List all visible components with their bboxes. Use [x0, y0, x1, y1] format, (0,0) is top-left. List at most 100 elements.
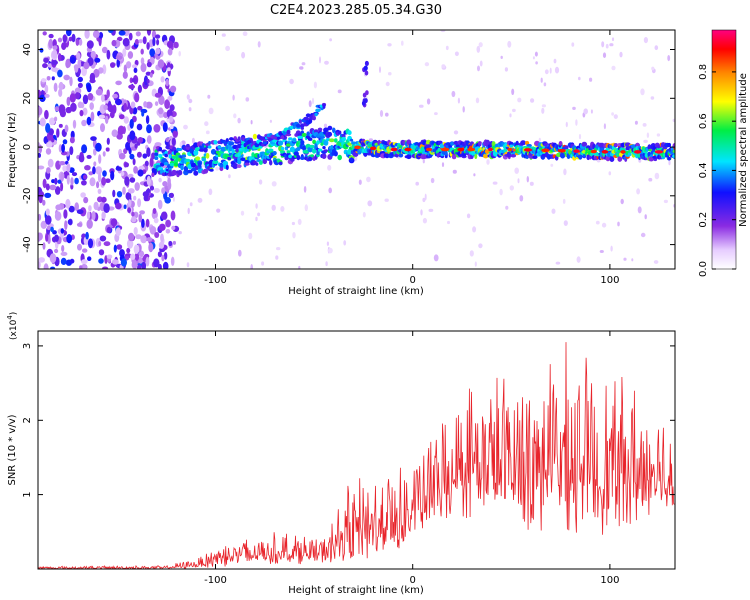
spectrogram-cell: [166, 118, 170, 123]
spectrogram-cell: [385, 112, 389, 117]
spectrogram-cell: [145, 256, 150, 267]
spectrogram-cell: [42, 63, 48, 69]
spectrogram-cell: [60, 172, 64, 182]
spectrogram-cell: [668, 160, 671, 166]
spectrogram-cell: [134, 39, 139, 45]
spectrogram-cell: [130, 253, 136, 260]
spectrogram-cell: [301, 62, 306, 66]
spectrogram-cell: [128, 84, 136, 90]
spectrogram-cell: [103, 104, 108, 110]
spectrogram-cell: [134, 92, 140, 103]
spectrogram-cell: [64, 124, 69, 133]
spectrogram-cell: [118, 153, 126, 160]
spectrogram-cell: [271, 204, 276, 211]
spectrogram-cell: [51, 67, 58, 72]
spectrogram-cell: [122, 37, 130, 47]
spectrogram-cell: [62, 165, 68, 172]
snr-y-exponent: 4: [6, 315, 14, 320]
spectrogram-cell: [453, 140, 459, 145]
spectrogram-cell: [164, 99, 171, 110]
spectrogram-cell: [149, 48, 156, 57]
spectrogram-cell: [49, 117, 56, 126]
spectrogram-cell: [237, 117, 241, 124]
spectrogram-cell: [101, 94, 105, 103]
spectrogram-cell: [368, 138, 373, 142]
spectrogram-cell: [364, 60, 369, 66]
spectrogram-cell: [457, 147, 465, 152]
spectrogram-cell: [63, 74, 70, 81]
spectrogram-cell: [477, 141, 482, 145]
spectrogram-cell: [83, 196, 89, 204]
spectrogram-cell: [140, 48, 144, 55]
spectrogram-cell: [167, 177, 171, 185]
spectrogram-cell: [118, 30, 126, 36]
spectrogram-cell: [101, 196, 107, 203]
spectrogram-cell: [237, 136, 241, 141]
spectrogram-cell: [146, 175, 151, 186]
spectrogram-cell: [158, 107, 164, 115]
spectrogram-cell: [453, 130, 459, 135]
spectrogram-cell: [106, 226, 112, 234]
spectrogram-cell: [504, 67, 508, 72]
spectrogram-cell: [56, 128, 60, 138]
spectrogram-cell: [71, 33, 76, 43]
spectrogram-cell: [328, 187, 333, 194]
spectrogram-cell: [154, 156, 159, 160]
spectrogram-cell: [134, 143, 138, 149]
spectrogram-cell: [161, 254, 165, 262]
spectrogram-cell: [153, 258, 160, 268]
spectrogram-cell: [309, 144, 315, 149]
spectrogram-cell: [57, 179, 62, 184]
spectrogram-cell: [326, 241, 329, 246]
snr-y-tick-label: 3: [22, 343, 33, 349]
spectrogram-cell: [82, 94, 89, 105]
spectrogram-cell: [140, 57, 145, 65]
spectrogram-cell: [608, 171, 612, 176]
spectrogram-cell: [67, 219, 73, 225]
spectrogram-cell: [90, 50, 97, 59]
spectrogram-cell: [112, 259, 119, 265]
spectrogram-cell: [143, 101, 148, 108]
spectrogram-cell: [424, 62, 430, 67]
spectrogram-y-tick-label: 20: [22, 92, 33, 105]
spectrogram-cell: [387, 43, 392, 47]
spectrogram-cell: [66, 175, 70, 185]
spectrogram-cell: [87, 238, 94, 249]
snr-y-tick-label: 2: [22, 417, 33, 423]
spectrogram-cell: [68, 36, 73, 42]
spectrogram-cell: [77, 101, 83, 109]
spectrogram-cell: [86, 219, 93, 229]
spectrogram-cell: [88, 171, 94, 176]
spectrogram-cell: [250, 120, 253, 125]
spectrogram-cell: [122, 71, 128, 79]
spectrogram-cell: [291, 221, 295, 226]
spectrogram-cell: [390, 147, 398, 152]
spectrogram-cell: [289, 78, 294, 85]
spectrogram-cell: [575, 119, 578, 126]
spectrogram-cell: [562, 198, 566, 204]
spectrogram-cell: [620, 198, 624, 205]
spectrogram-cell: [45, 215, 52, 225]
spectrogram-cell: [478, 243, 483, 249]
spectrogram-cell: [57, 53, 62, 62]
spectrogram-cell: [424, 193, 427, 201]
spectrogram-cell: [327, 125, 333, 131]
spectrogram-cell: [105, 178, 111, 183]
colorbar-tick-label: 0.8: [698, 64, 709, 80]
spectrogram-cell: [627, 152, 632, 157]
spectrogram-cell: [158, 153, 163, 158]
spectrogram-cell: [111, 39, 117, 47]
spectrogram-cell: [44, 192, 52, 198]
spectrogram-cell: [578, 134, 582, 140]
spectrogram-cell: [130, 101, 136, 109]
spectrogram-cell: [161, 187, 166, 195]
spectrogram-y-label: Frequency (Hz): [7, 112, 18, 188]
spectrogram-cell: [201, 157, 206, 162]
spectrogram-cell: [98, 32, 104, 39]
spectrogram-cell: [167, 67, 171, 72]
spectrogram-cell: [323, 140, 329, 146]
spectrogram-cell: [60, 251, 68, 256]
spectrogram-cell: [300, 126, 304, 130]
spectrogram-cell: [136, 151, 142, 158]
spectrogram-cell: [246, 139, 252, 145]
